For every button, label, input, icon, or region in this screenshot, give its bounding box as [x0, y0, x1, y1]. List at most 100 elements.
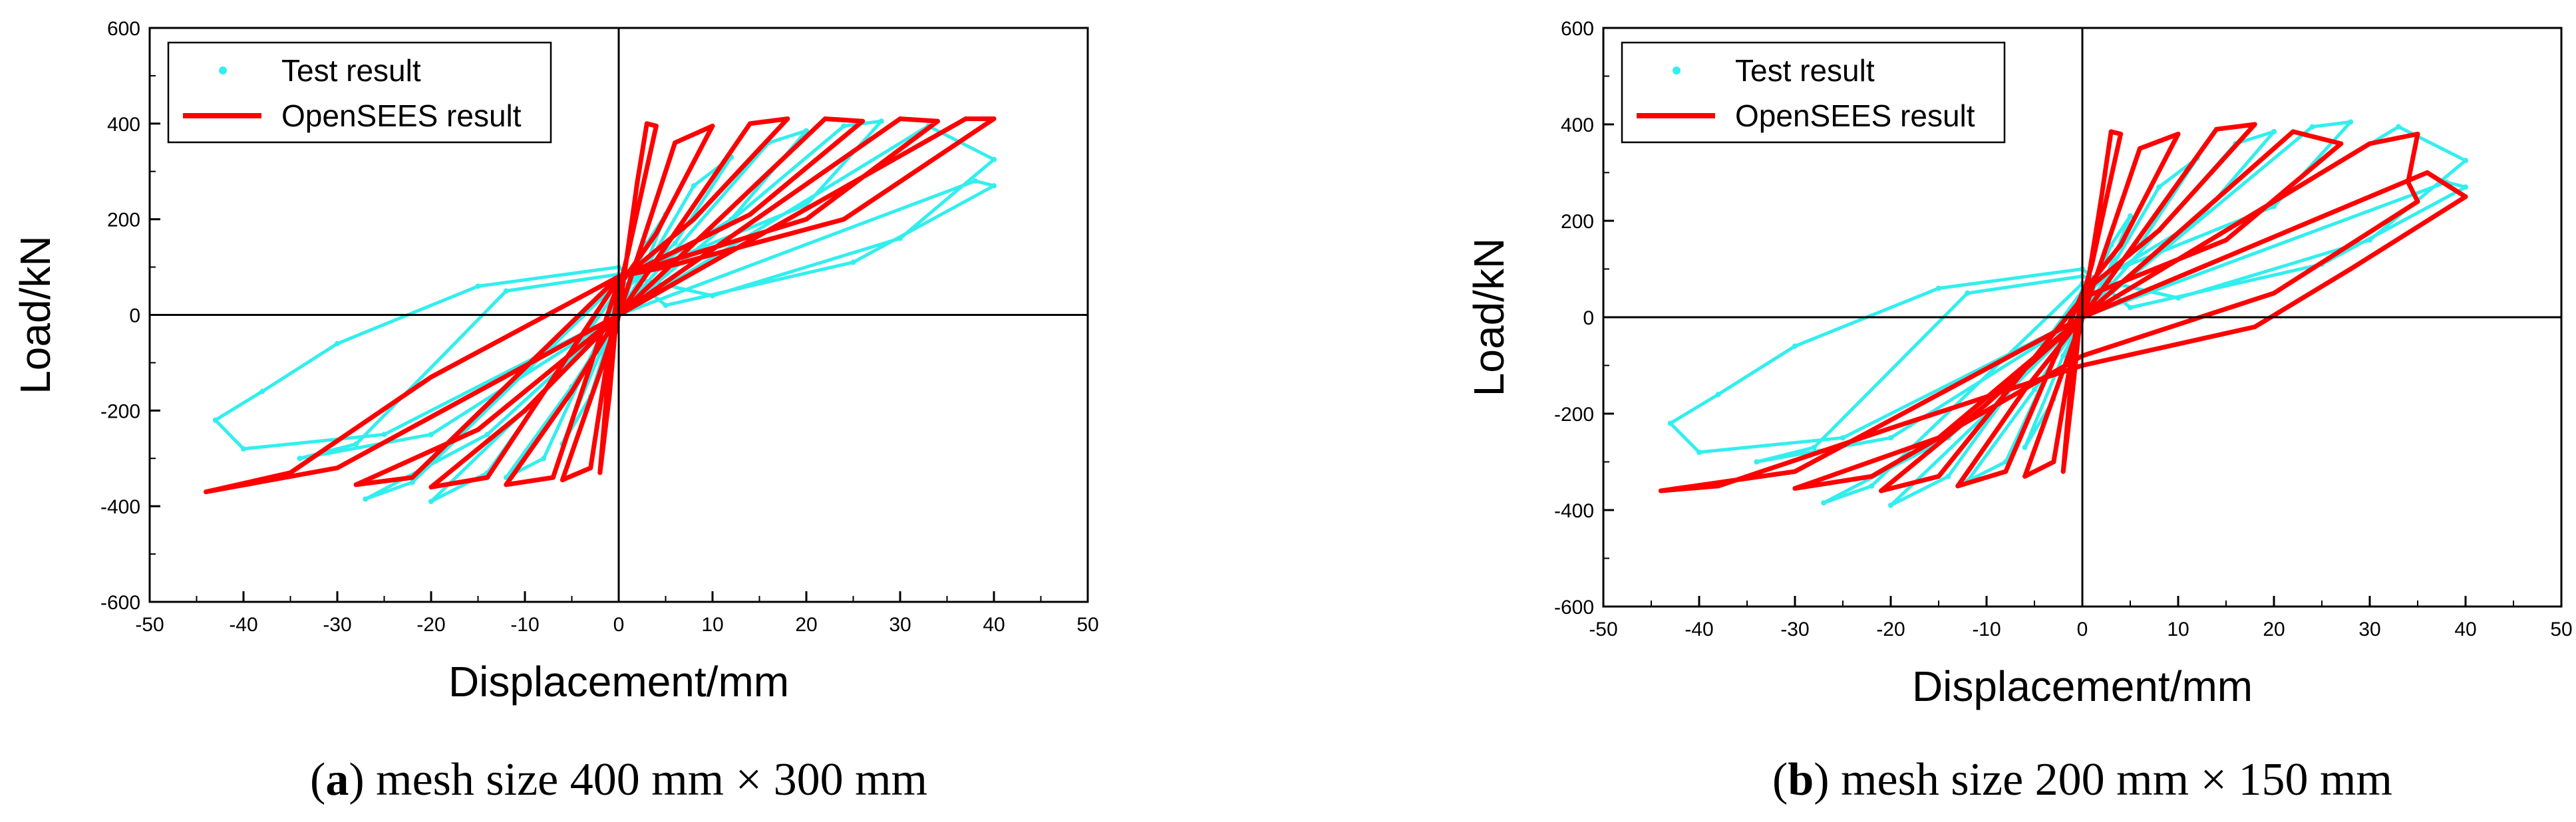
point-opensees-b-24 [2022, 387, 2028, 392]
point-test-a-46 [663, 303, 669, 309]
x-tick-label-b: -30 [1780, 618, 1809, 640]
point-test-b-33 [2396, 124, 2402, 130]
y-tick-label-a: 0 [129, 305, 140, 327]
point-test-b-15 [2032, 386, 2037, 392]
x-tick-label-a: 10 [701, 614, 723, 636]
y-tick-label-a: -400 [100, 496, 140, 518]
x-tick-label-a: 0 [613, 614, 625, 636]
point-opensees-b-46 [2348, 267, 2353, 271]
point-opensees-a-19 [785, 116, 790, 122]
point-test-b-34 [2463, 158, 2468, 164]
y-tick-label-a: 200 [107, 209, 140, 231]
x-tick-label-b: 30 [2358, 618, 2380, 640]
legend-label-test: Test result [1735, 53, 1875, 88]
point-test-b-38 [1965, 290, 1971, 296]
y-tick-label-b: 400 [1561, 114, 1594, 136]
point-opensees-b-4 [2089, 261, 2094, 267]
point-opensees-b-37 [2415, 199, 2420, 204]
x-axis-title-b: Displacement/mm [1912, 662, 2253, 710]
y-axis-title-a: Load/kN [11, 235, 59, 394]
point-test-b-50 [1715, 392, 1721, 397]
point-test-a-35 [897, 235, 903, 241]
point-test-a-44 [991, 183, 997, 189]
point-test-a-40 [297, 456, 303, 462]
y-tick-label-b: 200 [1561, 211, 1594, 233]
point-opensees-a-40 [476, 427, 480, 432]
point-test-a-25 [841, 123, 847, 129]
point-test-a-38 [503, 288, 509, 294]
point-opensees-b-15 [2022, 474, 2028, 479]
point-test-b-2 [2128, 213, 2133, 219]
point-opensees-b-41 [1792, 485, 1798, 491]
point-opensees-a-6 [607, 394, 612, 399]
x-tick-label-a: 50 [1076, 614, 1098, 636]
point-test-a-48 [475, 283, 481, 289]
point-opensees-a-4 [625, 250, 631, 255]
y-tick-label-b: 0 [1583, 307, 1594, 329]
plot-area-b [1658, 119, 2468, 508]
point-opensees-b-44 [2424, 170, 2430, 175]
point-opensees-b-31 [1879, 488, 1884, 493]
point-opensees-b-16 [2060, 368, 2066, 373]
point-test-b-6 [2022, 444, 2028, 450]
point-test-a-22 [428, 498, 434, 504]
x-tick-label-a: 30 [889, 614, 911, 636]
x-tick-label-a: -30 [323, 614, 351, 636]
point-test-a-51 [212, 417, 218, 423]
point-opensees-b-34 [2367, 141, 2372, 146]
point-opensees-b-47 [2252, 325, 2257, 329]
point-opensees-b-36 [2406, 180, 2411, 185]
x-tick-label-b: 40 [2454, 618, 2476, 640]
point-opensees-a-38 [410, 475, 415, 480]
point-opensees-a-32 [522, 408, 528, 413]
point-opensees-a-26 [822, 116, 828, 122]
point-opensees-a-24 [569, 389, 574, 394]
point-opensees-b-19 [2252, 122, 2257, 127]
point-opensees-b-51 [1658, 488, 1663, 493]
plot-area-a [204, 116, 997, 504]
x-tick-label-b: 0 [2077, 618, 2088, 640]
point-opensees-b-8 [2070, 358, 2076, 363]
point-test-b-39 [1811, 444, 1817, 450]
y-axis-title-b: Load/kN [1465, 238, 1513, 396]
x-tick-label-b: -50 [1589, 618, 1617, 640]
point-test-b-18 [2271, 128, 2277, 134]
point-opensees-b-6 [2070, 387, 2076, 392]
y-tick-label-b: -200 [1554, 404, 1594, 426]
point-opensees-b-7 [2060, 469, 2066, 474]
point-test-a-39 [353, 441, 359, 447]
point-opensees-b-3 [2118, 132, 2124, 136]
point-test-b-41 [1888, 435, 1893, 441]
x-tick-label-a: 40 [983, 614, 1005, 636]
point-test-a-9 [691, 183, 697, 189]
caption-panel-label: a [325, 754, 349, 805]
point-opensees-a-12 [653, 231, 659, 236]
y-tick-label-b: 600 [1561, 18, 1594, 40]
point-test-b-30 [1821, 500, 1827, 506]
point-test-a-50 [259, 388, 265, 394]
point-opensees-b-10 [2137, 146, 2142, 151]
point-test-b-9 [2156, 184, 2162, 190]
point-test-b-49 [1792, 343, 1798, 349]
point-opensees-b-26 [2291, 129, 2296, 134]
point-opensees-a-49 [204, 489, 209, 495]
point-opensees-a-44 [841, 217, 846, 222]
y-tick-label-a: 400 [107, 114, 140, 136]
point-opensees-a-34 [897, 116, 903, 122]
point-test-b-51 [1667, 420, 1673, 426]
point-opensees-b-12 [2118, 242, 2124, 247]
x-tick-label-b: 20 [2263, 618, 2285, 640]
point-opensees-a-18 [747, 121, 752, 126]
point-test-a-49 [335, 341, 340, 346]
point-test-a-34 [991, 156, 997, 162]
legend-box [167, 41, 552, 144]
point-opensees-b-40 [1869, 474, 1874, 479]
point-opensees-b-22 [2003, 469, 2009, 474]
point-opensees-a-48 [288, 470, 293, 476]
point-test-a-31 [484, 432, 490, 438]
x-tick-label-b: 50 [2550, 618, 2572, 640]
point-opensees-b-30 [1936, 474, 1941, 479]
legend-marker-test [219, 67, 227, 74]
point-opensees-b-14 [2051, 460, 2056, 464]
point-opensees-a-23 [504, 482, 509, 487]
